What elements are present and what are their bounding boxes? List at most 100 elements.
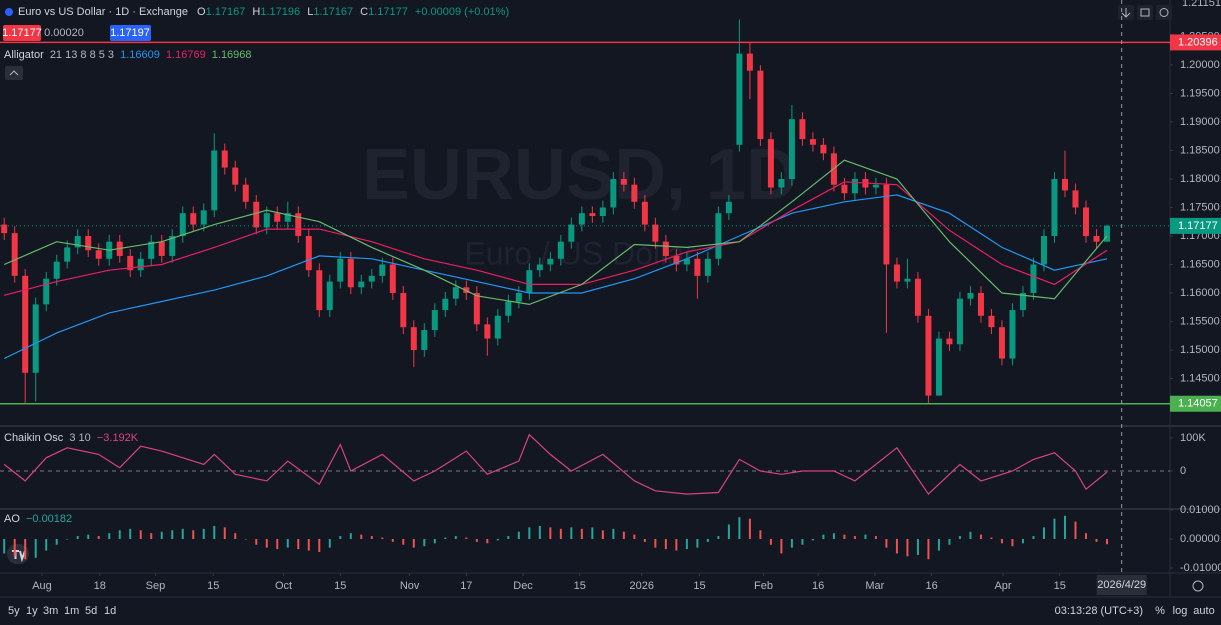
histogram-bar: [979, 534, 982, 539]
indicator-name[interactable]: Chaikin Osc: [4, 432, 64, 444]
candle-body: [431, 310, 438, 331]
indicator-value: 1.16769: [166, 49, 206, 61]
y-tick-label: 1.16000: [1180, 287, 1220, 299]
buy-button[interactable]: [110, 25, 151, 41]
candle-body: [169, 235, 176, 256]
range-button[interactable]: 3m: [43, 605, 58, 617]
histogram-bar: [696, 538, 699, 548]
candle-body: [841, 184, 848, 194]
histogram-bar: [1053, 518, 1056, 539]
histogram-bar: [276, 538, 279, 550]
candle-body: [935, 338, 942, 396]
candle-body: [631, 184, 638, 202]
histogram-bar: [496, 538, 499, 541]
histogram-bar: [265, 538, 268, 548]
x-tick-label: Sep: [146, 580, 166, 592]
candle-body: [442, 298, 449, 311]
reset-button[interactable]: [1156, 5, 1172, 20]
histogram-bar: [360, 534, 363, 539]
candle-body: [673, 255, 680, 265]
histogram-bar: [402, 538, 405, 545]
x-tick-label: 15: [334, 580, 346, 592]
histogram-bar: [1063, 515, 1066, 539]
indicator-legend: Alligator 21 13 8 8 5 3 1.16609 1.16769 …: [4, 49, 252, 61]
indicator-params: 3 10: [69, 432, 90, 444]
candle-body: [967, 292, 974, 299]
candle-body: [652, 224, 659, 242]
histogram-bar: [612, 528, 615, 539]
series-line: [3, 194, 1108, 360]
maximize-button[interactable]: [1137, 5, 1153, 20]
histogram-bar: [790, 538, 793, 548]
price-box-label: 1.20396: [1178, 36, 1218, 48]
candle-body: [1103, 225, 1110, 242]
candle-body: [977, 292, 984, 316]
ohlc-key: C: [360, 6, 368, 18]
axis-option[interactable]: %: [1155, 605, 1165, 617]
ohlc-key: L: [307, 6, 313, 18]
histogram-bar: [171, 530, 174, 539]
candle-body: [914, 278, 921, 316]
y-tick-label: -0.01000: [1180, 562, 1221, 574]
candle-body: [578, 213, 585, 225]
range-button[interactable]: 1d: [104, 605, 116, 617]
histogram-bar: [517, 531, 520, 539]
histogram-bar: [780, 538, 783, 554]
histogram-bar: [570, 527, 573, 539]
histogram-bar: [486, 538, 489, 544]
x-tick-label: 16: [812, 580, 824, 592]
candle-body: [536, 264, 543, 271]
series-line: [3, 433, 1108, 496]
collapse-button[interactable]: [5, 66, 23, 80]
candle-body: [253, 201, 260, 228]
histogram-bar: [202, 528, 205, 539]
indicator-name[interactable]: AO: [4, 513, 20, 525]
histogram-bar: [675, 538, 678, 551]
symbol-name[interactable]: Euro vs US Dollar · 1D · Exchange: [18, 6, 188, 18]
x-tick-label: Aug: [32, 580, 52, 592]
ohlc-value: 1.17177: [368, 6, 408, 18]
x-tick-label: Mar: [865, 580, 884, 592]
histogram-bar: [895, 538, 898, 554]
y-tick-label: 1.18000: [1180, 173, 1220, 185]
settings-icon[interactable]: [1192, 580, 1204, 592]
candle-body: [410, 327, 417, 350]
sell-button[interactable]: [3, 25, 41, 41]
candle-body: [904, 278, 911, 282]
candle-body: [200, 210, 207, 225]
series-line: [4, 181, 1108, 296]
indicator-name[interactable]: Alligator: [4, 49, 44, 61]
range-button[interactable]: 5d: [85, 605, 97, 617]
candle-body: [736, 53, 743, 145]
candle-body: [872, 184, 879, 188]
cursor-date-box: [1096, 575, 1147, 595]
histogram-bar: [108, 533, 111, 539]
y-tick-label: 1.19000: [1180, 116, 1220, 128]
range-button[interactable]: 5y: [8, 605, 20, 617]
candle-body: [305, 235, 312, 271]
candle-body: [515, 292, 522, 302]
histogram-bar: [286, 538, 289, 548]
axis-top-label: 1.21151: [1182, 0, 1221, 9]
candle-body: [43, 278, 50, 305]
range-button[interactable]: 1m: [64, 605, 79, 617]
histogram-bar: [738, 517, 741, 539]
x-tick-label: 16: [925, 580, 937, 592]
histogram-bar: [223, 527, 226, 539]
y-tick-label: 1.20000: [1180, 59, 1220, 71]
histogram-bar: [622, 531, 625, 539]
candle-body: [53, 261, 60, 279]
histogram-bar: [139, 530, 142, 539]
candle-body: [494, 315, 501, 339]
price-box-label: 1.14057: [1178, 398, 1218, 410]
histogram-bar: [34, 538, 37, 558]
axis-option[interactable]: log: [1173, 605, 1188, 617]
range-button[interactable]: 1y: [26, 605, 38, 617]
price-box: [1170, 217, 1221, 234]
histogram-bar: [874, 536, 877, 539]
indicator-params: 21 13 8 8 5 3: [50, 49, 114, 61]
candle-body: [956, 298, 963, 345]
axis-option[interactable]: auto: [1193, 605, 1214, 617]
candle-body: [337, 258, 344, 282]
y-tick-label: 0.00000: [1180, 533, 1220, 545]
